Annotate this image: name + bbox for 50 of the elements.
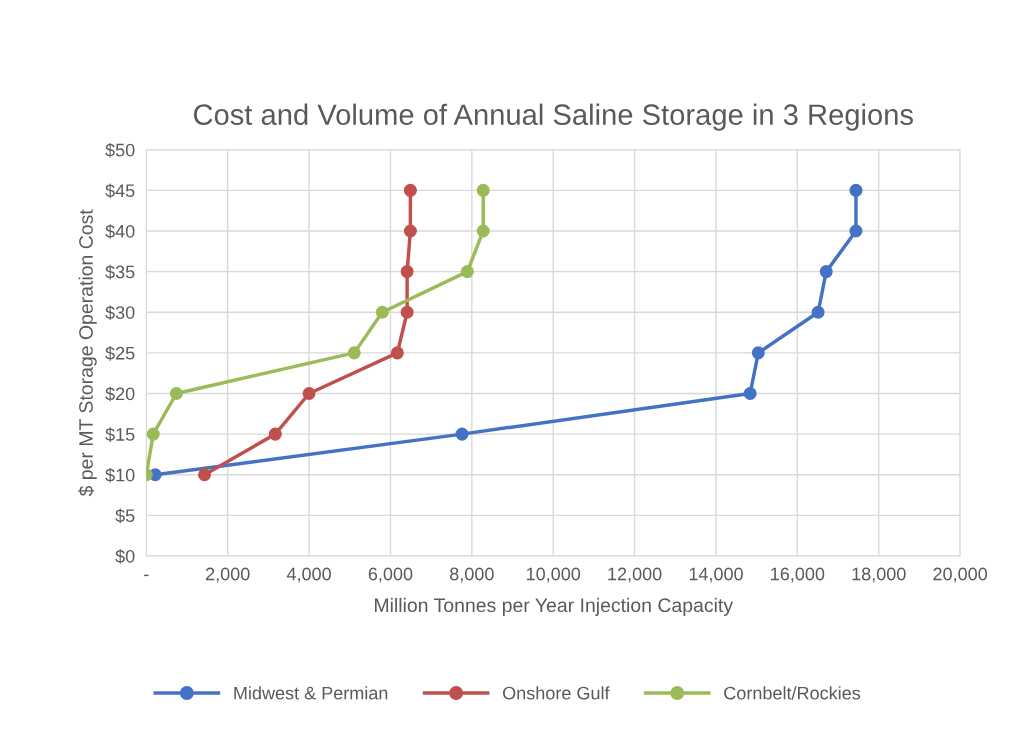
point <box>403 224 417 238</box>
point <box>476 183 490 197</box>
point <box>390 346 404 360</box>
y-tick-label: $20 <box>105 386 135 402</box>
x-tick-label: 12,000 <box>608 567 662 583</box>
y-tick-label: $35 <box>105 264 135 280</box>
point <box>460 265 474 279</box>
point <box>146 427 160 441</box>
x-tick-label: 20,000 <box>933 567 988 583</box>
x-axis-title: Million Tonnes per Year Injection Capacity <box>375 597 733 616</box>
y-tick-label: $45 <box>105 183 135 199</box>
chart-title: Cost and Volume of Annual Saline Storage in 3 Regions <box>193 103 913 131</box>
point <box>751 346 765 360</box>
x-tick-label: - <box>144 574 149 577</box>
point <box>169 386 183 401</box>
y-axis-title: $ per MT Storage Operation Cost <box>78 209 97 497</box>
point <box>849 224 863 238</box>
point <box>268 427 282 441</box>
point <box>400 265 414 279</box>
x-tick-label: 14,000 <box>689 567 743 583</box>
point <box>302 386 316 401</box>
point <box>743 386 757 401</box>
y-tick-label: $50 <box>105 142 135 158</box>
x-tick-label: 8,000 <box>450 567 494 583</box>
point <box>347 346 361 360</box>
y-tick-label: $0 <box>115 549 135 564</box>
point <box>819 265 833 279</box>
point <box>375 305 389 319</box>
point <box>400 305 414 319</box>
y-tick-label: $40 <box>105 224 135 239</box>
point <box>476 224 490 238</box>
point <box>403 183 417 197</box>
y-tick-label: $10 <box>105 467 135 483</box>
legend-label: Onshore Gulf <box>503 686 610 700</box>
x-tick-label: 10,000 <box>526 567 581 583</box>
x-tick-label: 18,000 <box>852 567 906 583</box>
point <box>455 427 469 441</box>
y-tick-label: $15 <box>105 427 135 442</box>
point <box>197 468 211 482</box>
x-tick-label: 4,000 <box>286 567 331 583</box>
point <box>811 305 825 319</box>
y-tick-label: $5 <box>115 508 135 524</box>
x-tick-label: 6,000 <box>368 567 413 583</box>
y-tick-label: $30 <box>105 305 135 321</box>
x-tick-label: 2,000 <box>206 567 250 583</box>
legend-label: Cornbelt/Rockies <box>724 686 861 700</box>
point <box>849 183 863 197</box>
legend-label: Midwest & Permian <box>234 686 388 700</box>
y-tick-label: $25 <box>105 346 135 361</box>
x-tick-label: 16,000 <box>771 567 825 583</box>
